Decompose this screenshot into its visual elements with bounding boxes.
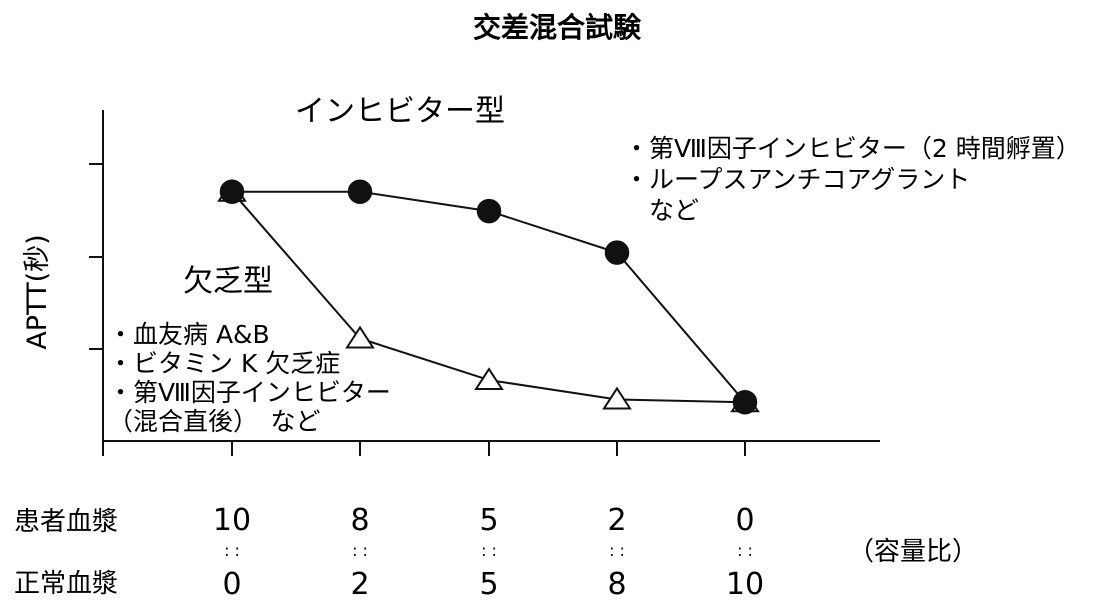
deficiency-note-1: ・血友病 A&B (108, 320, 270, 349)
inhibitor-note-1: ・第Ⅷ因子インヒビター（2 時間孵置） (624, 134, 1081, 163)
series-label-inhibitor: インヒビター型 (295, 94, 505, 129)
normal-plasma-value-3: 5 (479, 567, 498, 602)
deficiency-notes: ・血友病 A&B ・ビタミン K 欠乏症 ・第Ⅷ因子インヒビター （混合直後） … (108, 320, 391, 436)
patient-plasma-value-4: 2 (607, 503, 626, 538)
series-label-deficiency: 欠乏型 (183, 264, 273, 299)
normal-plasma-value-1: 0 (222, 567, 241, 602)
chart-title: 交差混合試験 (473, 11, 642, 44)
normal-plasma-values: 0 2 5 8 10 (222, 567, 764, 602)
row-label-patient-plasma: 患者血漿 (14, 507, 118, 537)
normal-plasma-value-4: 8 (607, 567, 626, 602)
series-1-point-3 (476, 198, 502, 224)
ratio-separator-2: : : (352, 541, 368, 560)
patient-plasma-value-1: 10 (213, 503, 251, 538)
series-layer (217, 178, 760, 415)
series-1-point-5 (732, 389, 758, 415)
patient-plasma-value-3: 5 (479, 503, 498, 538)
ratio-separator-1: : : (224, 541, 240, 560)
ratio-separators: : : : : : : : : : : (224, 541, 753, 560)
series-1-point-2 (347, 179, 373, 204)
inhibitor-note-3: など (624, 196, 699, 225)
normal-plasma-value-5: 10 (726, 567, 764, 602)
series-1-point-4 (604, 240, 630, 265)
x-axis-ticks (231, 441, 746, 456)
ratio-unit-label: （容量比） (848, 537, 978, 567)
series-2-point-4 (602, 386, 632, 410)
y-axis-ticks (89, 163, 103, 350)
deficiency-note-4: （混合直後） など (108, 407, 321, 436)
y-axis-label: APTT(秒) (22, 234, 53, 349)
deficiency-note-2: ・ビタミン K 欠乏症 (108, 349, 340, 378)
ratio-separator-5: : : (737, 541, 753, 560)
patient-plasma-value-5: 0 (735, 503, 754, 538)
patient-plasma-values: 10 8 5 2 0 (213, 503, 755, 538)
normal-plasma-value-2: 2 (350, 567, 369, 602)
inhibitor-notes: ・第Ⅷ因子インヒビター（2 時間孵置） ・ループスアンチコアグラント など (624, 134, 1081, 225)
patient-plasma-value-2: 8 (350, 503, 369, 538)
ratio-separator-3: : : (481, 541, 497, 560)
deficiency-note-3: ・第Ⅷ因子インヒビター (108, 378, 391, 407)
series-2-point-3 (474, 367, 504, 391)
inhibitor-note-2: ・ループスアンチコアグラント (624, 165, 970, 194)
series-2-point-2 (345, 325, 375, 349)
row-label-normal-plasma: 正常血漿 (14, 569, 118, 599)
ratio-separator-4: : : (609, 541, 625, 560)
series-1-point-1 (219, 179, 245, 204)
